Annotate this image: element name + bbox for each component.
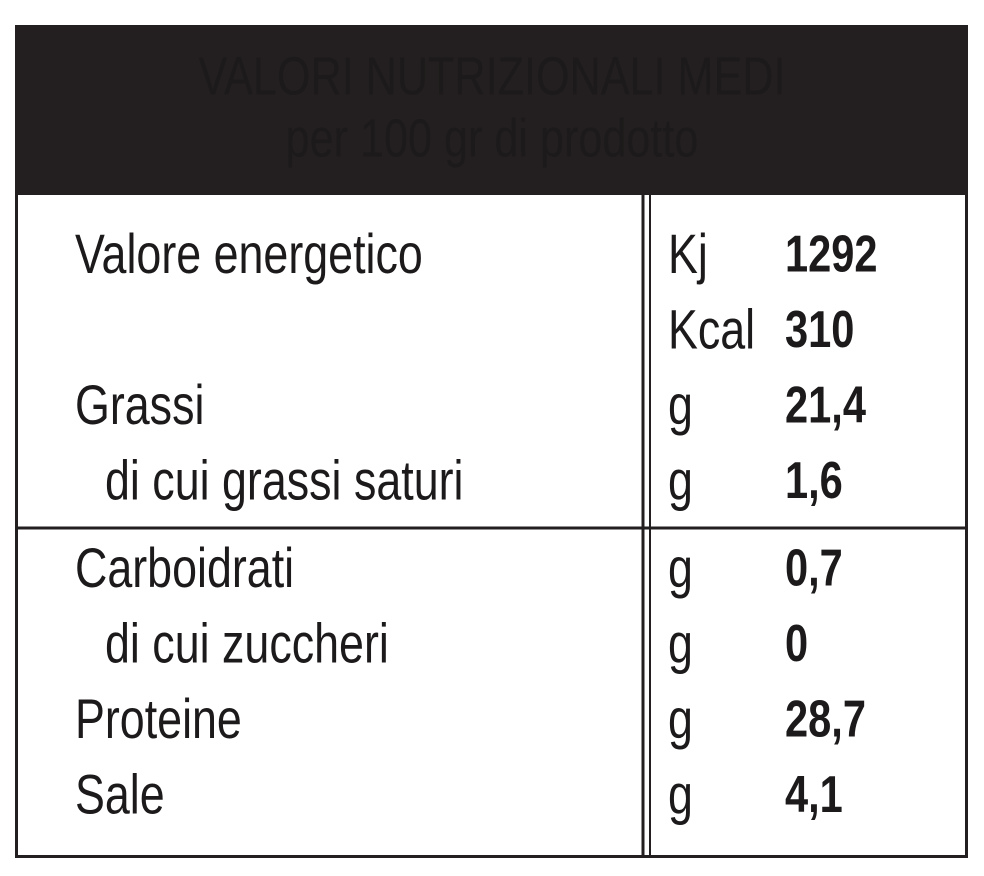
unit: g <box>668 373 693 436</box>
header-band <box>15 25 968 195</box>
header-subtitle: per 100 gr di prodotto <box>286 109 699 169</box>
value: 28,7 <box>785 689 866 748</box>
unit: Kcal <box>668 297 755 360</box>
value: 1,6 <box>785 451 843 510</box>
unit: g <box>668 536 693 599</box>
row-label: di cui grassi saturi <box>105 448 463 511</box>
row-label: Sale <box>75 762 165 825</box>
unit: g <box>668 762 693 825</box>
row-label: di cui zuccheri <box>105 611 389 674</box>
value: 1292 <box>785 224 878 283</box>
unit: g <box>668 611 693 674</box>
unit: Kj <box>668 222 708 285</box>
unit: g <box>668 448 693 511</box>
row-label: Carboidrati <box>75 536 294 599</box>
value: 21,4 <box>785 375 866 434</box>
value: 0 <box>785 614 808 673</box>
value: 0,7 <box>785 538 843 597</box>
row-label: Proteine <box>75 687 242 750</box>
row-label: Valore energetico <box>75 222 423 285</box>
value: 4,1 <box>785 765 843 824</box>
header-title: VALORI NUTRIZIONALI MEDI <box>199 47 786 107</box>
value: 310 <box>785 300 854 359</box>
unit: g <box>668 687 693 750</box>
row-label: Grassi <box>75 373 204 436</box>
outer-border <box>15 25 968 858</box>
